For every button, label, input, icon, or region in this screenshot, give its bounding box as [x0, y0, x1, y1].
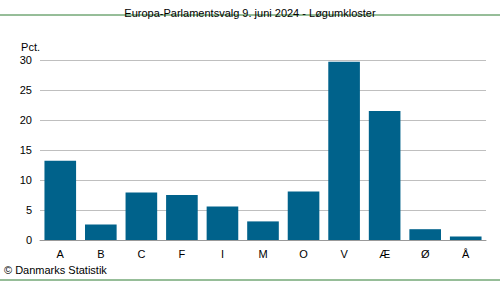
svg-text:5: 5 [26, 204, 32, 216]
svg-text:M: M [258, 248, 267, 260]
svg-text:Europa-Parlamentsvalg 9. juni: Europa-Parlamentsvalg 9. juni 2024 - Løg… [124, 7, 376, 19]
svg-text:O: O [299, 248, 308, 260]
svg-text:Å: Å [462, 248, 470, 260]
svg-text:I: I [221, 248, 224, 260]
svg-text:30: 30 [20, 54, 32, 66]
svg-text:20: 20 [20, 114, 32, 126]
svg-text:V: V [340, 248, 348, 260]
svg-text:Æ: Æ [379, 248, 390, 260]
svg-text:B: B [97, 248, 104, 260]
svg-text:Ø: Ø [421, 248, 430, 260]
svg-text:F: F [179, 248, 186, 260]
svg-text:25: 25 [20, 84, 32, 96]
svg-text:C: C [137, 248, 145, 260]
svg-text:10: 10 [20, 174, 32, 186]
svg-text:A: A [57, 248, 65, 260]
svg-text:Pct.: Pct. [21, 41, 40, 53]
svg-text:15: 15 [20, 144, 32, 156]
svg-text:© Danmarks Statistik: © Danmarks Statistik [4, 264, 107, 276]
svg-text:0: 0 [26, 234, 32, 246]
